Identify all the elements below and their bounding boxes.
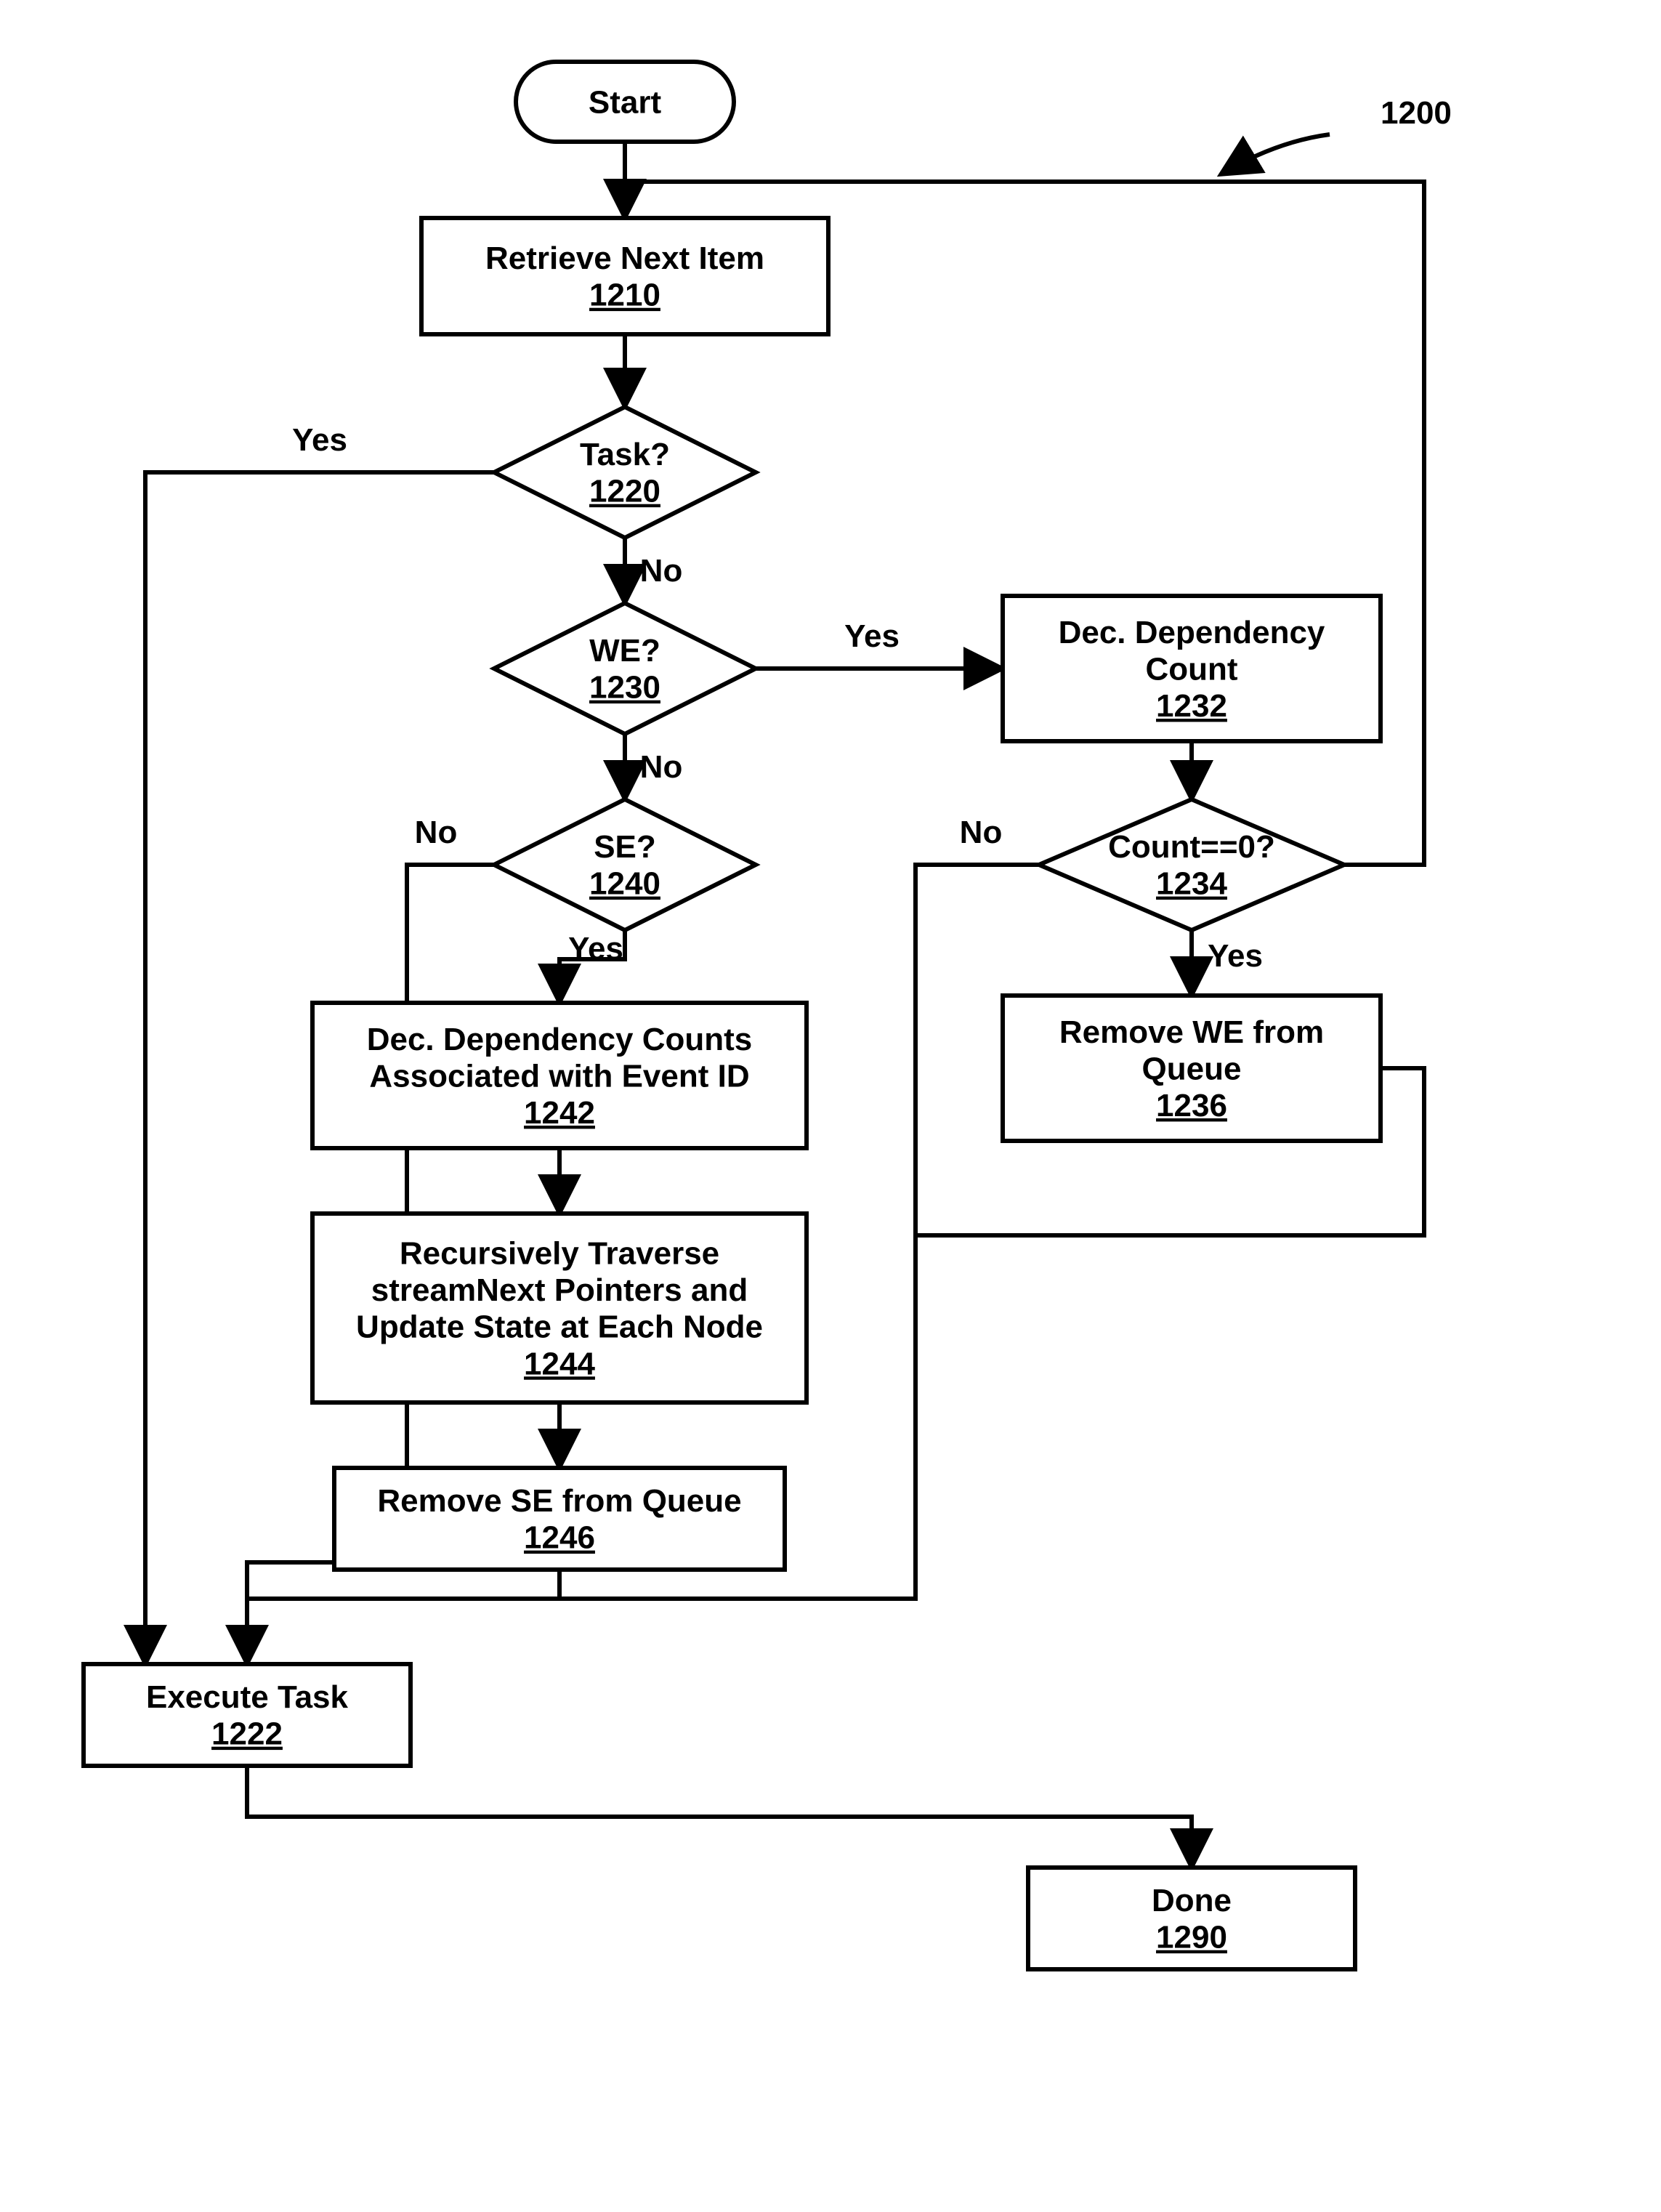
- svg-text:Dec. Dependency: Dec. Dependency: [1059, 615, 1325, 650]
- svg-text:1234: 1234: [1156, 866, 1227, 902]
- svg-text:1236: 1236: [1156, 1088, 1227, 1123]
- svg-text:Yes: Yes: [844, 618, 900, 654]
- svg-text:Execute Task: Execute Task: [146, 1679, 349, 1715]
- node-n1220: Task?1220: [494, 407, 756, 538]
- svg-text:Associated with Event ID: Associated with Event ID: [369, 1058, 749, 1094]
- svg-text:No: No: [960, 815, 1003, 850]
- svg-text:1200: 1200: [1381, 95, 1452, 131]
- svg-text:Task?: Task?: [580, 437, 670, 472]
- svg-text:Recursively Traverse: Recursively Traverse: [400, 1236, 719, 1272]
- svg-text:1222: 1222: [211, 1716, 283, 1752]
- node-n1290: Done1290: [1028, 1868, 1355, 1969]
- svg-text:Retrieve Next Item: Retrieve Next Item: [485, 241, 764, 276]
- svg-text:streamNext Pointers and: streamNext Pointers and: [371, 1272, 748, 1308]
- svg-text:1230: 1230: [589, 670, 660, 706]
- svg-text:SE?: SE?: [594, 829, 656, 865]
- svg-text:No: No: [640, 749, 683, 785]
- svg-text:WE?: WE?: [589, 633, 660, 669]
- svg-text:1246: 1246: [524, 1520, 595, 1556]
- svg-text:1220: 1220: [589, 474, 660, 509]
- svg-text:No: No: [640, 553, 683, 589]
- svg-text:Queue: Queue: [1142, 1051, 1242, 1086]
- svg-text:Update State at Each Node: Update State at Each Node: [356, 1309, 763, 1345]
- svg-text:Start: Start: [589, 84, 662, 120]
- node-n1242: Dec. Dependency CountsAssociated with Ev…: [312, 1003, 807, 1148]
- svg-text:Dec. Dependency Counts: Dec. Dependency Counts: [367, 1022, 753, 1057]
- svg-text:Remove SE from Queue: Remove SE from Queue: [377, 1483, 741, 1519]
- node-n1222: Execute Task1222: [84, 1664, 411, 1766]
- svg-text:No: No: [415, 815, 458, 850]
- svg-text:1210: 1210: [589, 278, 660, 313]
- node-n1236: Remove WE fromQueue1236: [1003, 996, 1381, 1141]
- svg-text:1232: 1232: [1156, 688, 1227, 724]
- svg-text:1290: 1290: [1156, 1920, 1227, 1955]
- svg-text:Yes: Yes: [568, 931, 623, 966]
- node-start: Start: [516, 62, 734, 142]
- node-n1240: SE?1240: [494, 799, 756, 930]
- svg-text:Count: Count: [1145, 651, 1237, 687]
- node-n1234: Count==0?1234: [1039, 799, 1344, 930]
- svg-text:Done: Done: [1152, 1883, 1232, 1918]
- svg-text:1242: 1242: [524, 1095, 595, 1131]
- svg-text:Yes: Yes: [292, 422, 347, 458]
- svg-text:1240: 1240: [589, 866, 660, 902]
- node-n1232: Dec. DependencyCount1232: [1003, 596, 1381, 741]
- svg-text:Remove WE from: Remove WE from: [1059, 1014, 1324, 1050]
- node-n1246: Remove SE from Queue1246: [334, 1468, 785, 1570]
- svg-text:1244: 1244: [524, 1346, 595, 1381]
- svg-text:Yes: Yes: [1208, 938, 1263, 974]
- node-n1230: WE?1230: [494, 603, 756, 734]
- node-n1244: Recursively TraversestreamNext Pointers …: [312, 1214, 807, 1402]
- node-n1210: Retrieve Next Item1210: [421, 218, 828, 334]
- svg-text:Count==0?: Count==0?: [1108, 829, 1275, 865]
